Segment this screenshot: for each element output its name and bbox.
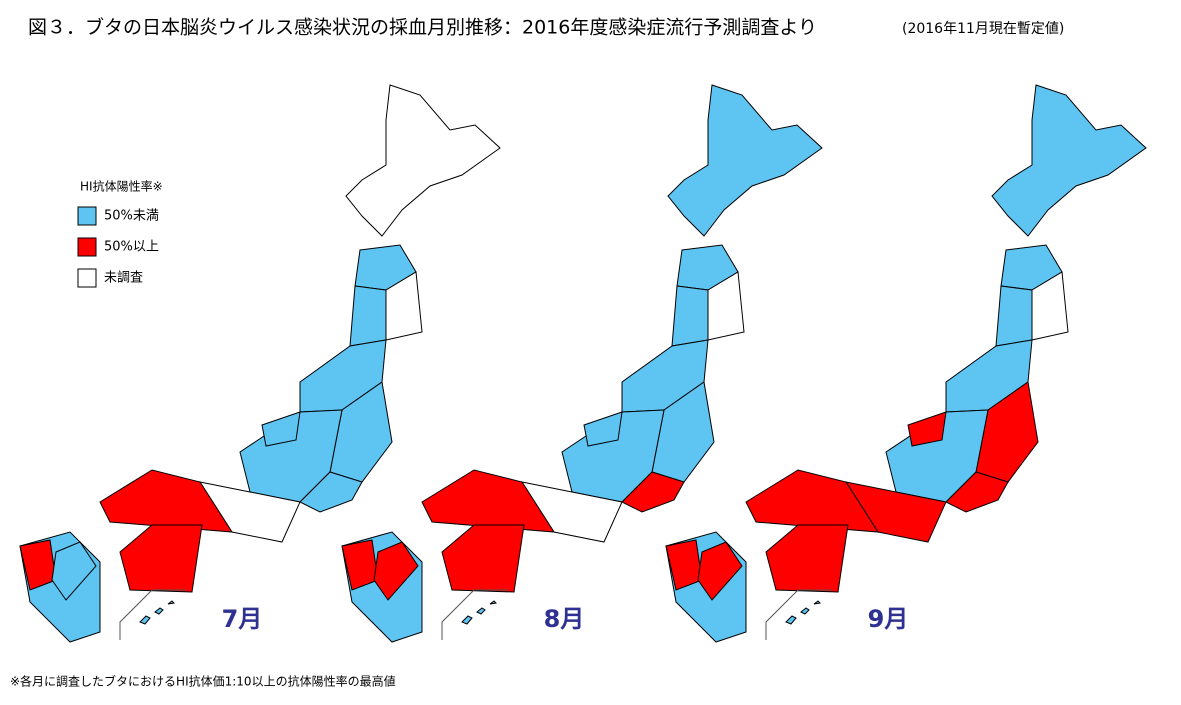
- prefecture-region: [261, 411, 301, 447]
- prefecture-region: [299, 471, 363, 513]
- prefecture-region: [665, 539, 703, 591]
- okinawa-islands: [461, 600, 498, 625]
- prefecture-region: [671, 285, 709, 347]
- legend-label: 50%未満: [104, 209, 159, 224]
- okinawa-islands: [785, 600, 822, 625]
- japan-map: 9月: [665, 84, 1147, 643]
- prefecture-region: [99, 469, 233, 533]
- okinawa-inset-frame: [765, 589, 832, 640]
- footnote: ※各月に調査したブタにおけるHI抗体価1:10以上の抗体陽性率の最高値: [10, 674, 396, 689]
- legend-swatch: [77, 268, 97, 288]
- prefecture-region: [345, 84, 501, 237]
- prefecture-region: [421, 469, 555, 533]
- okinawa-inset-frame: [119, 589, 186, 640]
- month-label: 7月: [222, 605, 263, 633]
- okinawa-islands: [139, 600, 176, 625]
- month-label: 9月: [868, 605, 909, 633]
- prefecture-region: [385, 271, 423, 341]
- prefecture-region: [119, 524, 203, 593]
- prefecture-region: [745, 469, 879, 533]
- prefecture-region: [373, 541, 419, 601]
- legend-swatch: [77, 206, 97, 226]
- prefecture-region: [583, 411, 623, 447]
- prefecture-region: [991, 84, 1147, 237]
- okinawa-inset-frame: [441, 589, 508, 640]
- maps: 7月 8月 9月: [19, 84, 1147, 643]
- prefecture-region: [341, 539, 379, 591]
- prefecture-region: [1031, 271, 1069, 341]
- prefecture-region: [707, 271, 745, 341]
- prefecture-region: [907, 411, 947, 447]
- prefecture-region: [349, 285, 387, 347]
- japan-map: 8月: [341, 84, 823, 643]
- prefecture-region: [441, 524, 525, 593]
- month-label: 8月: [544, 605, 585, 633]
- legend-label: 未調査: [104, 271, 143, 286]
- legend-label: 50%以上: [104, 240, 159, 255]
- prefecture-region: [51, 541, 97, 601]
- subtitle: (2016年11月現在暫定値): [902, 21, 1064, 37]
- title: 図３．ブタの日本脳炎ウイルス感染状況の採血月別推移：2016年度感染症流行予測調…: [28, 16, 817, 39]
- legend-swatch: [77, 237, 97, 257]
- prefecture-region: [945, 471, 1009, 513]
- prefecture-region: [667, 84, 823, 237]
- japan-map: 7月: [19, 84, 501, 643]
- prefecture-region: [697, 541, 743, 601]
- prefecture-region: [19, 539, 57, 591]
- legend-title: HI抗体陽性率※: [80, 179, 163, 194]
- prefecture-region: [621, 471, 685, 513]
- prefecture-region: [995, 285, 1033, 347]
- prefecture-region: [765, 524, 849, 593]
